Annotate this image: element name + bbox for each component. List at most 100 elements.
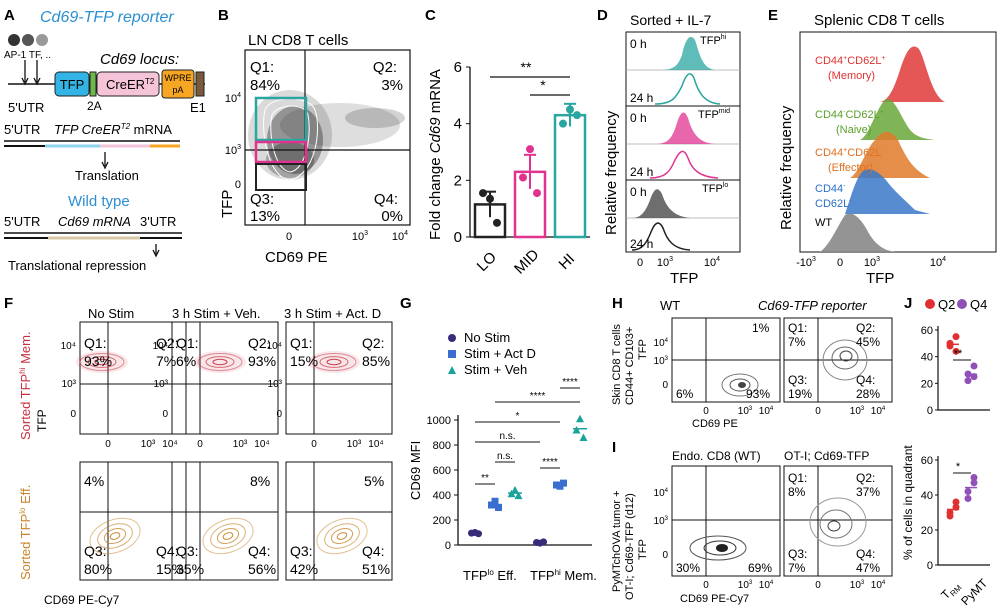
d-ylabel: Relative frequency xyxy=(603,110,620,235)
i-ylabel2: OT-I; Cd69-TFP (d12) xyxy=(624,493,636,600)
d-hist-lo-0h xyxy=(632,189,690,218)
f-plot-frame xyxy=(285,461,393,581)
g-point xyxy=(579,433,588,441)
b-xlabel: CD69 PE xyxy=(265,249,328,266)
e-eff-label: CD44+CD62L- xyxy=(815,147,884,159)
i-r-q1v: 8% xyxy=(788,485,806,499)
g-point xyxy=(488,501,495,509)
i-wt-br: 69% xyxy=(748,561,772,575)
f-contour xyxy=(94,358,110,366)
repression-label: Translational repression xyxy=(8,258,146,273)
h-ylabel3: TFP xyxy=(637,339,649,360)
i-r-q4v: 47% xyxy=(856,561,880,575)
g-point xyxy=(560,479,567,487)
f-xtick: 10³ xyxy=(233,439,248,450)
panel-c: C 0 2 4 6 LO MID HI Fold change Cd69 mRNA ** * xyxy=(425,7,590,278)
c-point xyxy=(573,111,581,120)
f-q2: Q2: xyxy=(248,335,271,351)
c-ytick-label: 2 xyxy=(454,172,462,189)
d-t0: 0 h xyxy=(630,111,647,125)
c-bar xyxy=(553,113,587,239)
panel-f: F No Stim 3 h Stim + Veh. 3 h Stim + Act… xyxy=(4,295,393,607)
f-contour-fill xyxy=(308,351,360,373)
f-q2v: 85% xyxy=(362,353,390,369)
d-xtick: 0 xyxy=(637,257,643,269)
i-ytick: 103 xyxy=(654,516,669,527)
f-xtick: 0 xyxy=(197,439,203,450)
h-wt-tr: 1% xyxy=(752,321,770,335)
f-q2v: 7% xyxy=(156,353,176,369)
h-ylabel1: Skin CD8 T cells xyxy=(611,324,623,405)
j-xlabel-2: PyMT xyxy=(958,576,991,609)
j-point xyxy=(970,373,978,381)
h-r-q1v: 7% xyxy=(788,335,806,349)
f-xtick: 10⁴ xyxy=(368,439,383,450)
f-xtick: 10⁴ xyxy=(162,439,177,450)
i-xtick: 103 xyxy=(850,580,865,591)
f-contour xyxy=(324,523,360,549)
j-ytick-label: 20 xyxy=(921,378,933,390)
g-legend-marker xyxy=(448,366,456,374)
j-legend-q2: Q2 xyxy=(938,297,955,312)
h-xtick: 103 xyxy=(850,406,865,417)
f-contour xyxy=(89,517,141,555)
b-ylabel: TFP xyxy=(219,190,236,218)
f-q3v: 80% xyxy=(84,561,112,577)
j-point xyxy=(952,333,960,341)
c-point xyxy=(479,189,487,198)
j-point xyxy=(970,479,978,487)
i-r-q1: Q1: xyxy=(788,471,807,485)
j-point xyxy=(964,370,972,378)
f-contour xyxy=(330,528,354,544)
i-r-q4: Q4: xyxy=(856,547,875,561)
f-contour xyxy=(311,353,357,371)
f-q4v: 15% xyxy=(156,561,184,577)
i-r-q3: Q3: xyxy=(788,547,807,561)
f-ytick: 10⁴ xyxy=(267,341,282,352)
wpre-box xyxy=(161,69,195,99)
b-gate-lo xyxy=(255,163,307,191)
i-ytick: 104 xyxy=(654,488,669,499)
i-wt-bl: 30% xyxy=(676,561,700,575)
tf-label: AP-1 TF, .. xyxy=(4,50,51,61)
panel-b: B LN CD8 T cells Q1: 84% Q2: 3% Q3: 13% … xyxy=(218,7,411,266)
d-t0: 0 h xyxy=(630,37,647,51)
e-xlabel: TFP xyxy=(866,270,894,287)
i-r-q3v: 7% xyxy=(788,561,806,575)
j-point xyxy=(964,377,972,385)
i-wt-contour xyxy=(689,535,747,561)
f-contour xyxy=(222,532,234,540)
wt-3utr: 3'UTR xyxy=(140,214,176,229)
h-xtick: 0 xyxy=(815,406,821,417)
panel-e: E Splenic CD8 T cells CD44+CD62L+ (Memor… xyxy=(768,7,997,287)
f-contour xyxy=(202,517,254,555)
e-dn-label1: CD44- xyxy=(815,183,846,195)
e1-box xyxy=(195,71,205,97)
i-xtick: 103 xyxy=(738,580,753,591)
panel-f-letter: F xyxy=(4,295,13,312)
j-ytick-label: 0 xyxy=(927,560,933,572)
f-contour xyxy=(197,353,243,371)
g-sig-label: n.s. xyxy=(497,451,513,462)
b-xtick: 103 xyxy=(352,230,368,243)
i-wt-contour xyxy=(716,544,728,552)
e-eff-desc: (Effector) xyxy=(828,162,873,174)
g-point xyxy=(511,486,519,494)
e-xtick: 103 xyxy=(864,256,880,269)
i-r-contour xyxy=(809,497,867,547)
h-r-contour xyxy=(822,339,868,381)
locus-label: Cd69 locus: xyxy=(100,51,179,68)
h-wt-contour xyxy=(721,373,759,397)
f-tr: 8% xyxy=(250,473,270,489)
d-t0: 0 h xyxy=(630,185,647,199)
e-frame xyxy=(799,31,997,253)
f-q1: Q1: xyxy=(290,335,313,351)
g-sig-label: **** xyxy=(530,391,546,402)
f-plot-frame xyxy=(79,321,187,435)
arrowhead xyxy=(152,249,160,258)
e-mem-desc: (Memory) xyxy=(828,70,875,82)
g-ytick-label: 400 xyxy=(433,490,451,502)
f-ytick: 10³ xyxy=(268,379,283,390)
